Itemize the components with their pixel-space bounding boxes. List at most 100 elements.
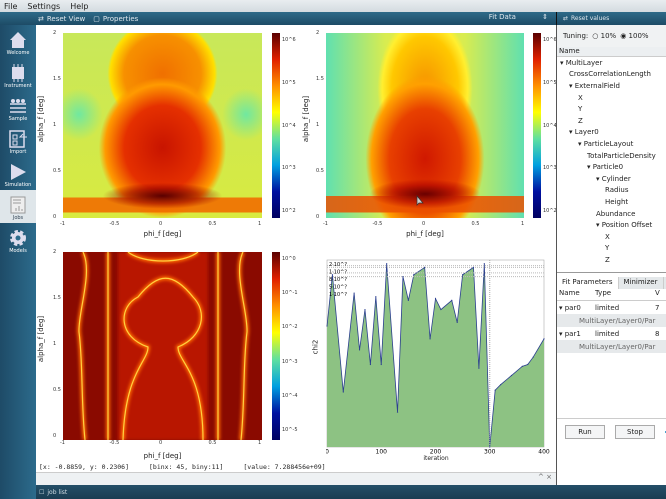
param-link[interactable]: MultiLayer/Layer0/Par (557, 340, 666, 353)
param-link[interactable]: MultiLayer/Layer0/Par (557, 314, 666, 327)
jobs-icon (10, 196, 26, 214)
data-point (380, 363, 382, 366)
properties-button[interactable]: ▢ Properties (93, 15, 138, 23)
data-point (413, 274, 415, 276)
menu-help[interactable]: Help (70, 1, 89, 11)
sidebar-item-import[interactable]: Import (0, 124, 36, 157)
tree-item[interactable]: ▾ ExternalField (569, 81, 620, 90)
heatmap-difference[interactable] (63, 252, 262, 440)
x-tick-label: 400 (538, 449, 550, 456)
y-tick-label: 1·10^? (329, 270, 347, 276)
tab-minimizer[interactable]: Minimizer (619, 277, 664, 289)
sidebar-item-welcome[interactable]: Welcome (0, 25, 36, 58)
data-point (364, 308, 366, 311)
data-point (331, 274, 334, 276)
chi2-iteration-chart[interactable]: 0 100 200 300 4002·10^?1·10^?8·10^?5·10^?1·1… (326, 252, 556, 455)
sidebar-item-instrument[interactable]: Instrument (0, 58, 36, 91)
tuning-radio-10[interactable]: ○ 10% (592, 32, 617, 40)
radio-label: 100% (628, 32, 649, 40)
tab-fit-parameters[interactable]: Fit Parameters (557, 277, 619, 289)
sidebar-label: Simulation (4, 182, 32, 188)
reset-values-button[interactable]: ⇄ Reset values (556, 12, 666, 25)
tree-item[interactable]: ▾ MultiLayer (560, 58, 603, 67)
import-icon (9, 130, 27, 148)
chart-line (326, 263, 545, 448)
tree-item[interactable]: Z (578, 116, 583, 125)
tree-item[interactable]: Y (605, 244, 610, 253)
param-row[interactable]: ▾ par0 limited 7 (557, 301, 666, 314)
x-tick-label: 200 (430, 449, 442, 456)
data-point (440, 308, 442, 311)
tree-item[interactable]: Radius (605, 186, 629, 195)
x-tick-label: -1 (323, 221, 328, 227)
tree-item[interactable]: X (605, 232, 610, 241)
radio-label: 10% (600, 32, 617, 40)
y-tick-label: 0.5 (53, 168, 61, 174)
tree-item[interactable]: CrossCorrelationLength (569, 70, 651, 79)
x-tick-label: 0 (159, 221, 163, 227)
reset-view-label: Reset View (46, 14, 86, 23)
data-point (527, 363, 529, 366)
colorbar-tick-label: 10^4 (543, 122, 557, 129)
tree-item[interactable]: Abundance (596, 209, 636, 218)
stop-button[interactable]: Stop (615, 425, 655, 439)
colorbar-tick-label: 10^3 (543, 165, 557, 172)
dock-controls[interactable]: ^ × (36, 472, 556, 485)
reset-icon: ⇄ (38, 14, 44, 23)
y-tick-label: 1 (316, 122, 320, 128)
param-value: 7 (655, 303, 660, 312)
colorbar-tick-label: 10^6 (282, 37, 296, 43)
colorbar-bottom-left (272, 252, 280, 440)
layers-icon (10, 99, 26, 113)
sidebar-item-sample[interactable]: Sample (0, 91, 36, 124)
chi2-contours (76, 252, 250, 440)
colorbar-tick-label: 10^4 (282, 122, 296, 129)
checkbox-icon: ☐ (39, 488, 45, 496)
status-coordinates: [x: -0.8859, y: 0.2306] (39, 463, 130, 471)
y-tick-label: 5·10^? (329, 285, 347, 291)
data-point (483, 263, 485, 265)
tree-item[interactable]: TotalParticleDensity (587, 151, 656, 160)
heatmap-real-data[interactable] (326, 33, 524, 218)
sidebar-item-simulation[interactable]: Simulation (0, 157, 36, 190)
tree-item[interactable]: ▾ Position Offset (596, 221, 653, 230)
param-type: limited (595, 303, 620, 312)
tree-item[interactable]: X (578, 93, 583, 102)
sidebar-item-jobs[interactable]: Jobs (0, 190, 36, 223)
y-axis-label: alpha_f [deg] (37, 95, 46, 143)
data-point (543, 338, 545, 340)
y-axis-label: alpha_f [deg] (37, 315, 46, 363)
data-point (342, 391, 344, 393)
data-point (489, 446, 491, 448)
tuning-radio-100[interactable]: ◉ 100% (620, 32, 649, 40)
data-point (396, 411, 399, 413)
param-row[interactable]: ▾ par1 limited 8 (557, 327, 666, 340)
heatmap-simulated[interactable] (63, 33, 262, 218)
tree-item[interactable]: ▾ Layer0 (569, 128, 599, 137)
sidebar-item-models[interactable]: Models (0, 223, 36, 256)
updown-icon: ⇕ (542, 13, 548, 21)
tree-item[interactable]: Z (605, 255, 610, 264)
y-tick-label: 2·10^? (329, 262, 347, 268)
sidebar-label: Sample (8, 116, 28, 122)
reset-icon: ⇄ (563, 15, 569, 22)
reset-view-button[interactable]: ⇄ Reset View (38, 15, 85, 23)
data-point (407, 299, 409, 301)
y-tick-label: 0.5 (53, 387, 61, 393)
x-axis-label: phi_f [deg] (143, 230, 182, 238)
menu-file[interactable]: File (4, 1, 18, 11)
tree-item[interactable]: ▾ Particle0 (587, 163, 624, 172)
tree-item[interactable]: Height (605, 197, 629, 206)
tree-item[interactable]: ▾ ParticleLayout (578, 139, 634, 148)
tree-item[interactable]: Y (578, 105, 583, 114)
data-point (456, 321, 458, 323)
param-name: ▾ par1 (559, 329, 581, 338)
sidebar: Welcome Instrument Sample Import Simulat… (0, 25, 36, 499)
menu-settings[interactable]: Settings (27, 1, 61, 11)
y-tick-label: 2 (53, 249, 57, 255)
fit-data-select[interactable]: Fit Data ⇕ (489, 13, 548, 21)
job-list-toggle[interactable]: ☐ job list (36, 485, 666, 499)
run-button[interactable]: Run (565, 425, 605, 439)
tree-item[interactable]: ▾ Cylinder (596, 174, 631, 183)
colorbar-tick-label: 10^0 (282, 256, 296, 262)
